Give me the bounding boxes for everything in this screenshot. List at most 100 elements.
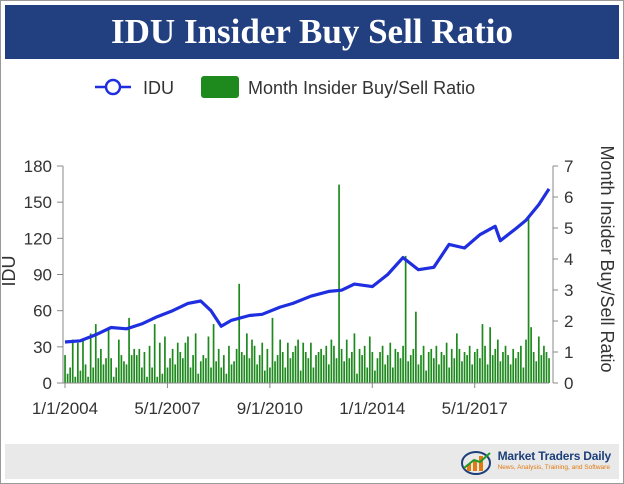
ratio-bar [443, 355, 445, 383]
ratio-bar [284, 367, 287, 383]
ratio-bar [471, 364, 474, 383]
ratio-bar [356, 373, 358, 383]
ratio-bar [330, 339, 333, 383]
ratio-bar [69, 367, 72, 383]
ratio-bar [381, 345, 384, 383]
ratio-bar [128, 317, 130, 383]
x-tick-label: 1/1/2014 [339, 399, 405, 418]
ratio-bar [133, 348, 136, 383]
ratio-bar [386, 355, 389, 383]
y-left-tick-label: 150 [24, 193, 52, 212]
ratio-bar [540, 355, 543, 383]
ratio-bar [212, 324, 215, 383]
ratio-bar [171, 348, 174, 383]
ratio-bar [240, 352, 243, 383]
ratio-bar [325, 345, 328, 383]
ratio-bar [453, 358, 456, 383]
ratio-bar [248, 358, 251, 383]
y-right-tick-label: 5 [564, 219, 573, 238]
ratio-bar [407, 361, 410, 383]
ratio-bar [192, 355, 194, 383]
ratio-bar [169, 358, 171, 383]
ratio-bar [225, 373, 228, 383]
ratio-bar [289, 358, 292, 383]
ratio-bar [504, 345, 507, 383]
ratio-bar [491, 355, 494, 383]
y-left-tick-label: 90 [33, 266, 52, 285]
ratio-bar [445, 342, 448, 383]
ratio-bar [71, 339, 74, 383]
ratio-bar [274, 361, 276, 383]
ratio-bar [425, 370, 427, 383]
y-right-tick-label: 3 [564, 281, 573, 300]
ratio-bar [292, 352, 294, 383]
ratio-bar [402, 345, 404, 383]
ratio-bar [543, 345, 545, 383]
ratio-bar [404, 255, 407, 383]
ratio-bar [537, 336, 540, 383]
ratio-bar [182, 358, 184, 383]
ratio-bar [345, 339, 348, 383]
ratio-bar [548, 358, 550, 383]
ratio-bar [440, 352, 443, 383]
footer: Market Traders Daily News, Analysis, Tra… [5, 444, 619, 479]
legend-bar-swatch [201, 76, 239, 98]
legend: IDU Month Insider Buy/Sell Ratio [95, 76, 475, 98]
ratio-bar [486, 364, 489, 383]
y-left-axis-title: IDU [1, 256, 19, 287]
ratio-bar [427, 352, 430, 383]
ratio-bar [351, 352, 353, 383]
ratio-bar [117, 339, 120, 383]
ratio-bar [156, 376, 159, 383]
ratio-bar [263, 370, 266, 383]
ratio-bar [148, 345, 151, 383]
ratio-bar [92, 367, 95, 383]
ratio-bar [194, 333, 197, 383]
ratio-bar [358, 348, 361, 383]
ratio-bar [294, 345, 297, 383]
ratio-bar [484, 345, 486, 383]
ratio-bar [176, 342, 179, 383]
ratio-bar [135, 355, 138, 383]
ratio-bar [333, 345, 335, 383]
ratio-bar [327, 364, 330, 383]
legend-line-label: IDU [143, 78, 174, 98]
legend-bar-label: Month Insider Buy/Sell Ratio [248, 78, 475, 98]
ratio-bar [179, 352, 182, 383]
ratio-bar [266, 348, 269, 383]
ratio-bar [164, 336, 166, 383]
ratio-bar [376, 358, 379, 383]
ratio-bar [166, 367, 169, 383]
y-right-tick-label: 2 [564, 312, 573, 331]
ratio-bar [315, 355, 317, 383]
ratio-bar [197, 373, 200, 383]
x-tick-label: 5/1/2017 [442, 399, 508, 418]
ratio-bar [320, 348, 322, 383]
ratio-bar [338, 184, 340, 383]
ratio-bar [222, 355, 225, 383]
ratio-bar [389, 342, 392, 383]
ratio-bar [230, 364, 233, 383]
ratio-bar [463, 352, 466, 383]
logo: Market Traders Daily News, Analysis, Tra… [460, 447, 611, 477]
ratio-bar [82, 339, 84, 383]
ratio-bar [496, 339, 499, 383]
ratio-bar [397, 352, 399, 383]
ratio-bar [299, 370, 302, 383]
ratio-bar [507, 355, 509, 383]
ratio-bar [522, 367, 525, 383]
ratio-bar [107, 327, 110, 383]
ratio-bar [238, 283, 241, 383]
x-axis: 1/1/2004 5/1/2007 9/1/2010 1/1/2014 5/1/2017 [32, 383, 508, 418]
ratio-bar [368, 336, 371, 383]
ratio-bar [438, 364, 440, 383]
ratio-bar [399, 358, 402, 383]
ratio-bar [141, 367, 143, 383]
ratio-bar [146, 376, 148, 383]
y-left-tick-label: 0 [43, 374, 52, 393]
ratio-bar [97, 358, 100, 383]
ratio-bar [374, 370, 376, 383]
ratio-bar [302, 342, 305, 383]
ratio-bar [476, 348, 479, 383]
